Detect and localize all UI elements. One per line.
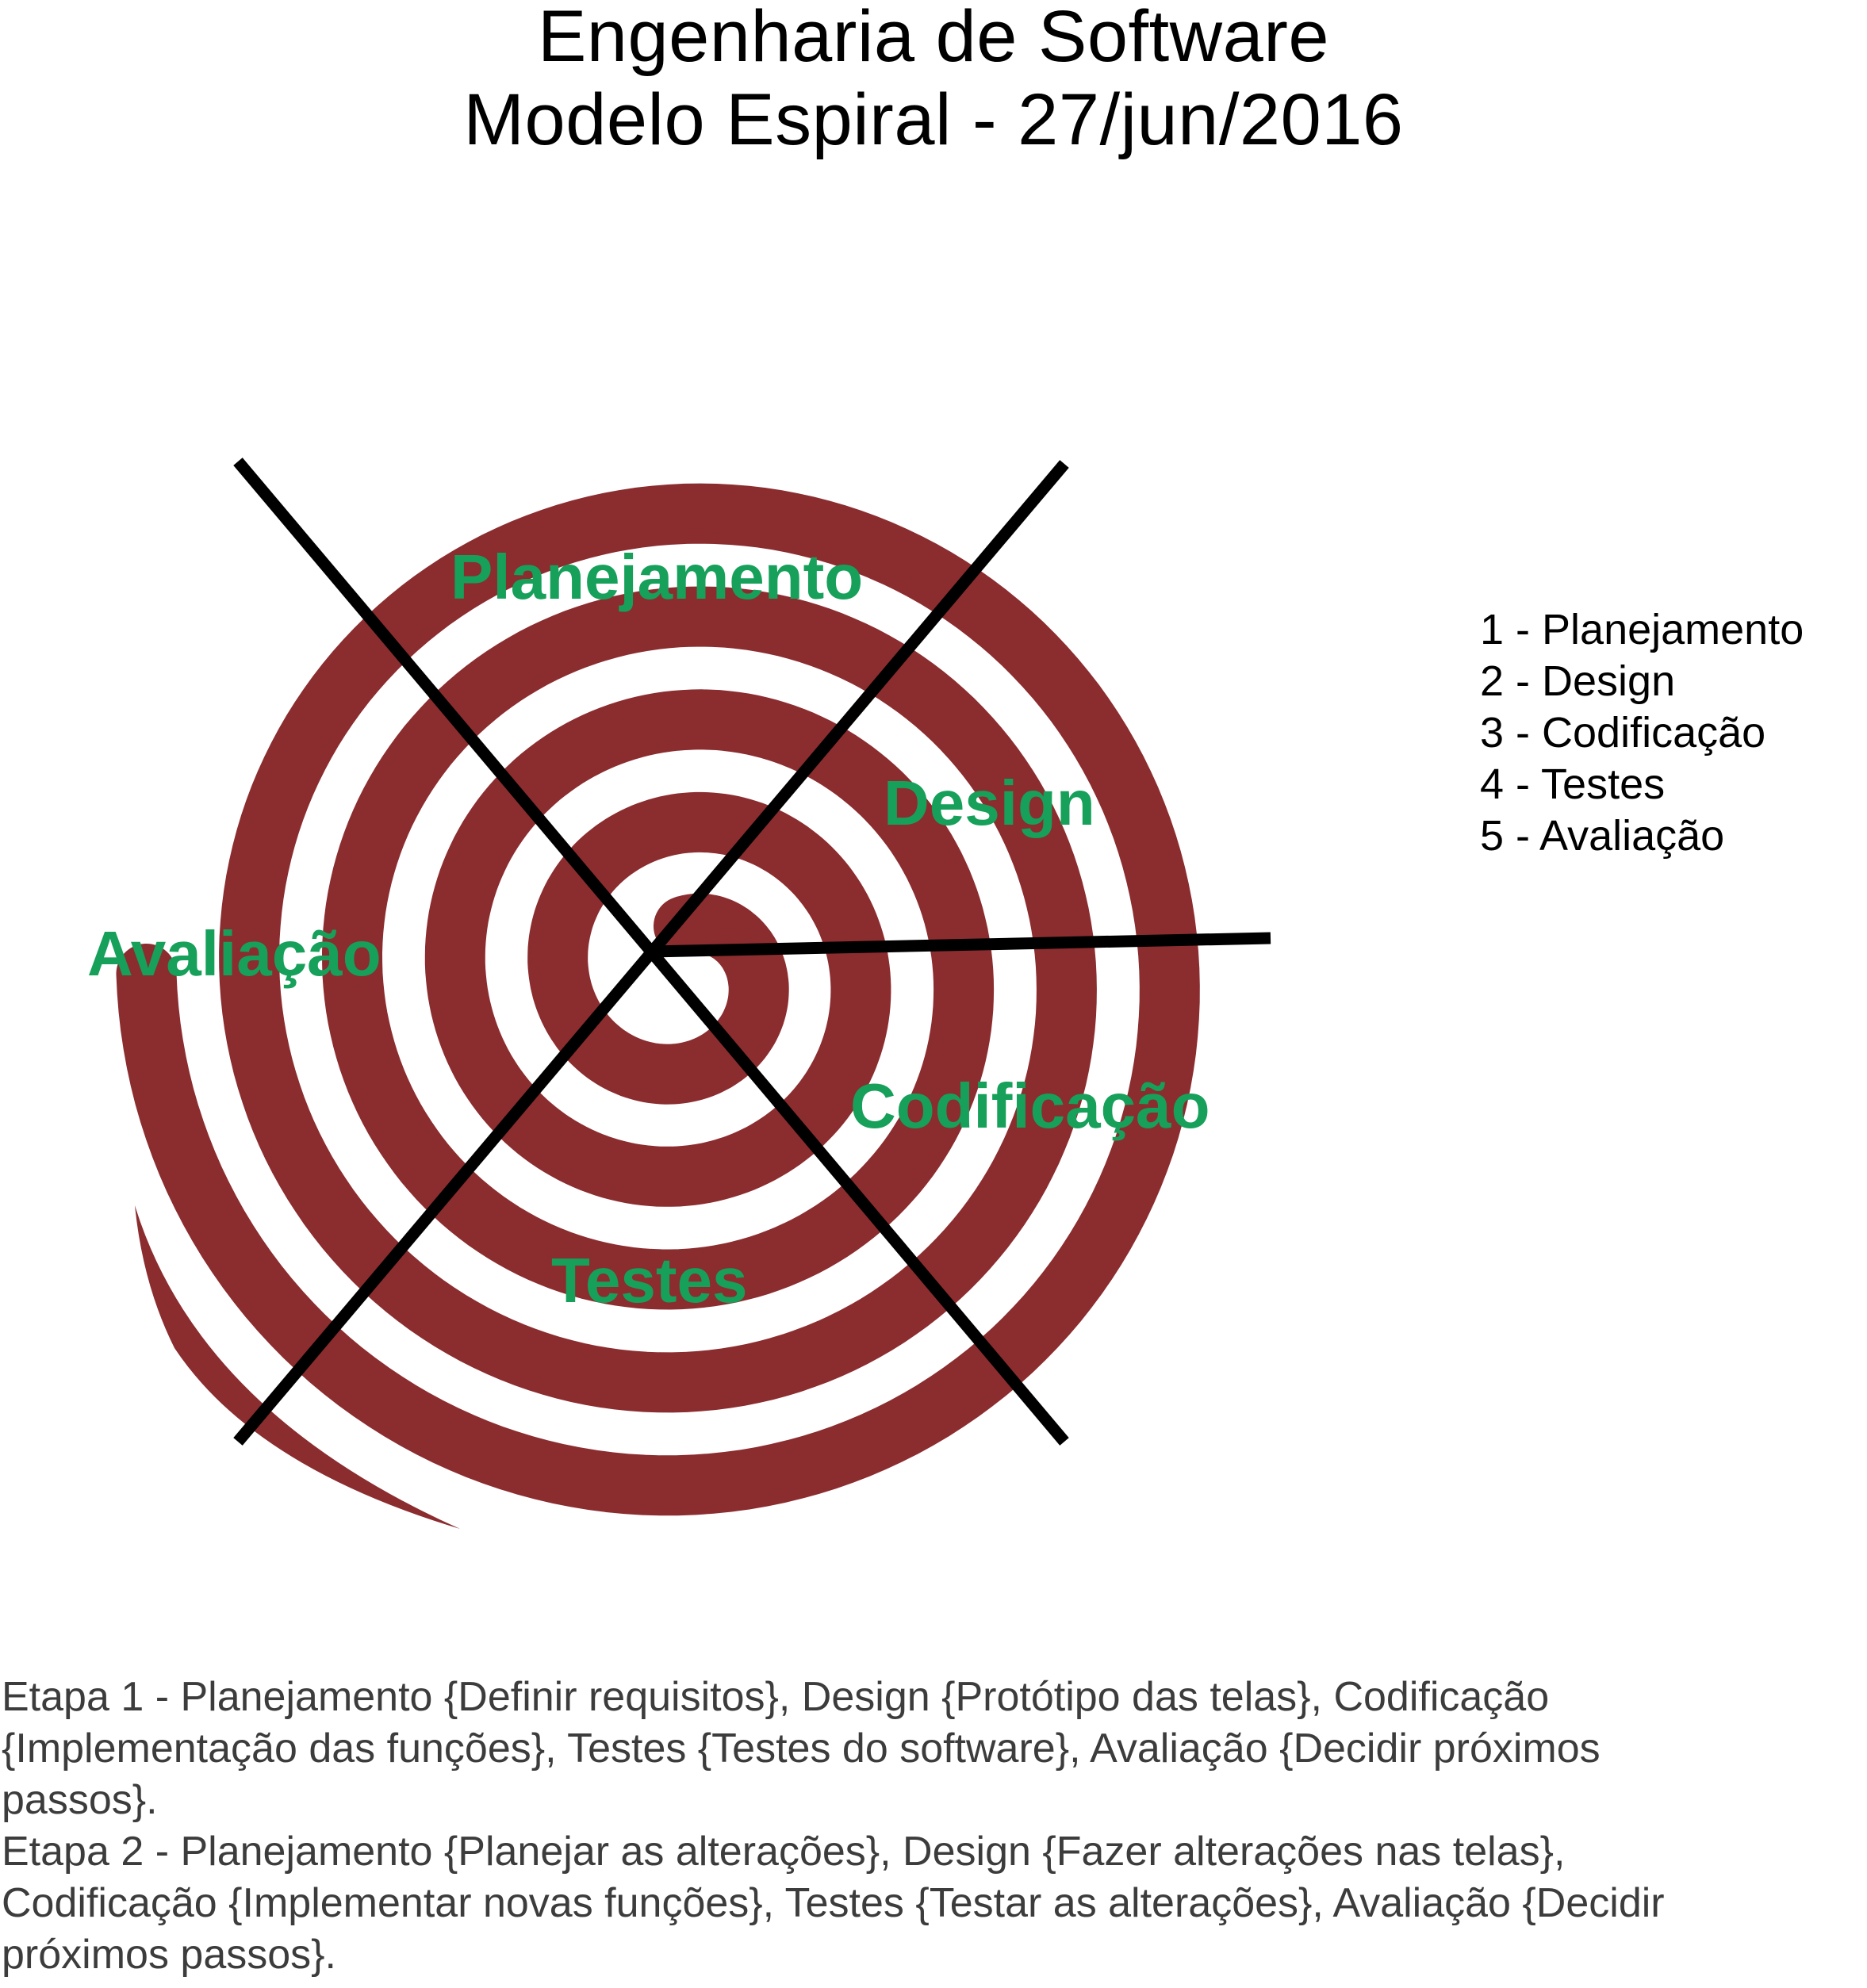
legend-item-1: 1 - Planejamento — [1480, 606, 1804, 653]
spiral-band — [116, 483, 1200, 1516]
legend-item-5: 5 - Avaliação — [1480, 812, 1725, 860]
phase-label-avaliacao: Avaliação — [87, 918, 381, 989]
diagram-title-line-2: Modelo Espiral - 27/jun/2016 — [463, 79, 1404, 160]
notes-line: Etapa 1 - Planejamento {Definir requisit… — [2, 1674, 1550, 1720]
notes-line: próximos passos}. — [2, 1932, 336, 1978]
notes-line: passos}. — [2, 1777, 158, 1823]
divider-line-east — [650, 932, 1271, 958]
phase-labels: Planejamento Design Codificação Testes A… — [87, 542, 1210, 1316]
legend-item-2: 2 - Design — [1480, 657, 1676, 705]
diagram-title-line-1: Engenharia de Software — [537, 0, 1330, 77]
phase-label-testes: Testes — [551, 1245, 748, 1316]
phase-label-codificacao: Codificação — [850, 1071, 1210, 1141]
notes-line: Codificação {Implementar novas funções},… — [2, 1880, 1665, 1926]
phase-label-planejamento: Planejamento — [450, 542, 863, 612]
phase-legend: 1 - Planejamento 2 - Design 3 - Codifica… — [1480, 604, 1804, 862]
legend-item-4: 4 - Testes — [1480, 760, 1666, 808]
notes-line: Etapa 2 - Planejamento {Planejar as alte… — [2, 1829, 1566, 1875]
notes-line: {Implementação das funções}, Testes {Tes… — [2, 1726, 1601, 1772]
stage-notes: Etapa 1 - Planejamento {Definir requisit… — [2, 1672, 1865, 1981]
spiral-tail — [135, 1205, 460, 1529]
spiral — [116, 483, 1200, 1529]
legend-item-3: 3 - Codificação — [1480, 709, 1766, 757]
phase-dividers — [233, 458, 1271, 1446]
phase-label-design: Design — [884, 768, 1095, 838]
